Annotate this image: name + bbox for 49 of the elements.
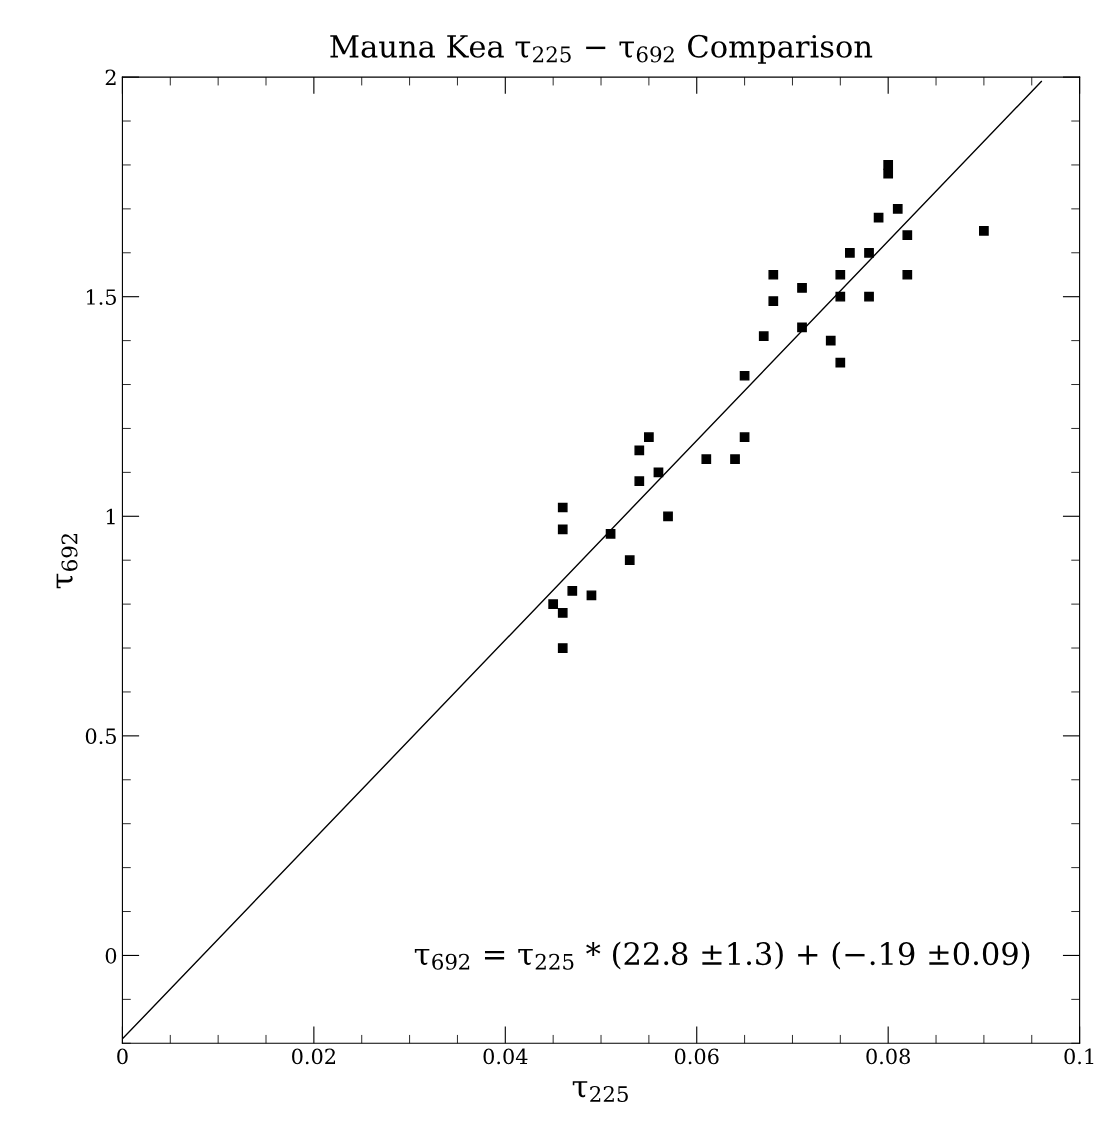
point — [634, 476, 645, 487]
point — [902, 230, 913, 241]
y-tick-label: 2 — [105, 69, 116, 86]
point — [557, 502, 568, 513]
point — [634, 445, 645, 456]
x-tick-label: 0.02 — [292, 1048, 336, 1065]
y-tick-label: 1.5 — [86, 289, 116, 305]
x-tick-label: 0.06 — [674, 1048, 719, 1065]
point — [663, 511, 673, 522]
point — [548, 599, 559, 609]
point — [624, 555, 635, 566]
point — [557, 524, 568, 535]
point — [768, 296, 779, 306]
point — [979, 225, 989, 236]
y-tick-label: 0.5 — [85, 728, 116, 745]
point — [557, 608, 568, 618]
point — [873, 212, 884, 223]
point — [701, 454, 712, 465]
point — [883, 160, 894, 170]
y-tick-label: 0 — [105, 947, 117, 964]
point — [902, 269, 913, 280]
point — [835, 269, 846, 280]
point — [739, 370, 750, 381]
point — [768, 269, 779, 280]
point — [892, 204, 903, 214]
point — [835, 357, 846, 368]
point — [730, 454, 740, 465]
point — [835, 291, 846, 302]
point — [758, 331, 769, 342]
point — [864, 291, 874, 302]
x-tick-label: 0.08 — [866, 1048, 910, 1065]
point — [797, 283, 807, 293]
y-tick-label: 1 — [106, 508, 115, 525]
point — [883, 168, 894, 179]
annotation: τ$_{692}$ = τ$_{225}$ * (22.8 ±1.3) + (−.19 ±0.09) — [414, 941, 1030, 970]
x-tick-label: 0 — [117, 1048, 128, 1065]
x-tick-label: 0.04 — [483, 1048, 528, 1065]
point — [864, 247, 874, 258]
x-axis-title: τ$_{225}$ — [572, 1081, 628, 1103]
point — [845, 247, 855, 258]
point — [644, 432, 654, 443]
point — [739, 432, 750, 443]
point — [586, 590, 597, 601]
chart-title: Mauna Kea τ$_{225}$ − τ$_{692}$ Comparison — [330, 34, 873, 64]
y-axis-title: τ$_{692}$ — [56, 534, 78, 589]
point — [825, 335, 836, 346]
point — [557, 643, 568, 653]
x-tick-label: 0.1 — [1064, 1048, 1094, 1065]
point — [567, 586, 578, 596]
